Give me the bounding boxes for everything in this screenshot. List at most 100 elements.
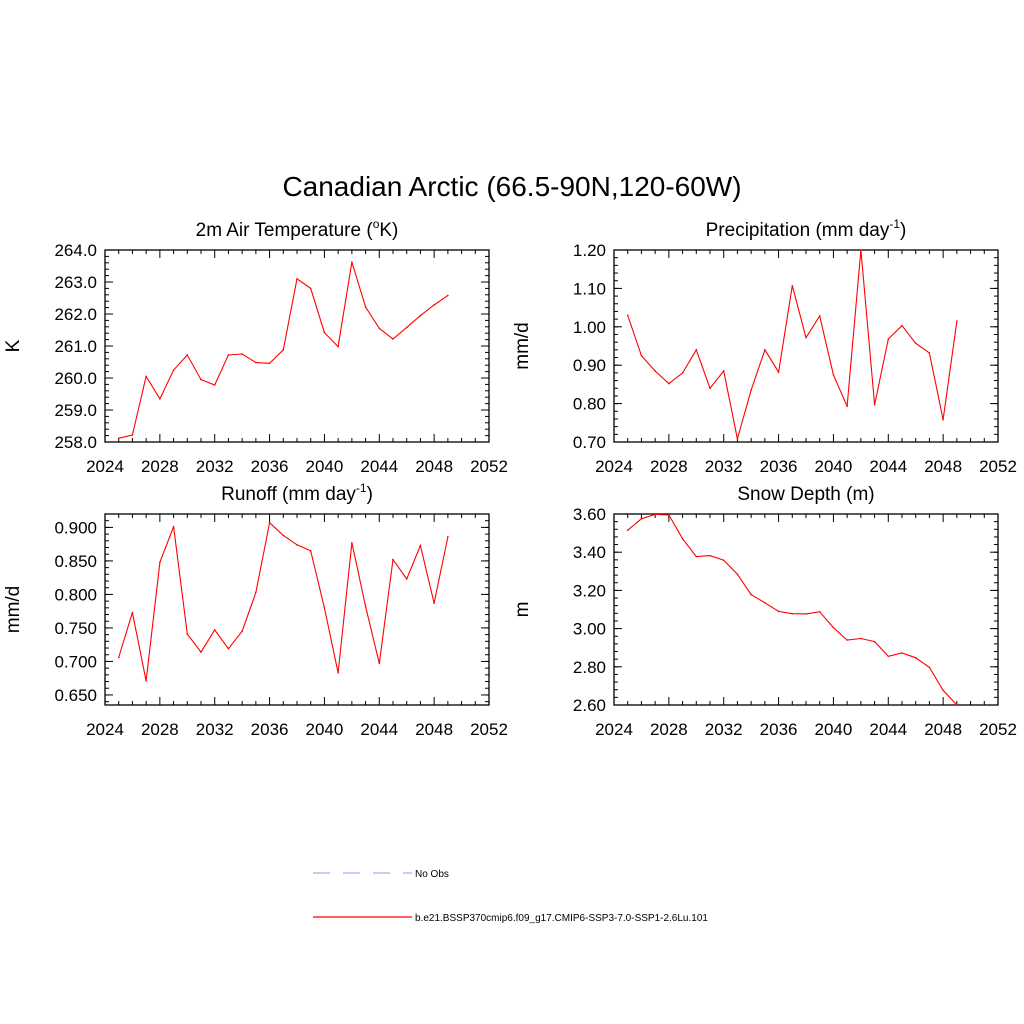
panel-title-suffix: ) — [367, 484, 373, 505]
data-point — [309, 287, 312, 290]
y-tick-label: 3.20 — [573, 581, 606, 600]
x-tick-label: 2032 — [705, 720, 743, 739]
data-point — [419, 314, 422, 317]
y-tick-label: 0.800 — [54, 585, 97, 604]
x-tick-label: 2052 — [470, 457, 508, 476]
data-point — [846, 405, 848, 408]
x-tick-label: 2036 — [251, 457, 289, 476]
figure-title: Canadian Arctic (66.5-90N,120-60W) — [282, 171, 741, 202]
panel-title-text: Runoff (mm day — [221, 484, 356, 505]
y-tick-label: 1.20 — [573, 241, 606, 260]
y-tick-label: 258.0 — [54, 433, 97, 452]
data-point — [213, 384, 216, 386]
data-point — [186, 354, 189, 356]
data-point — [956, 704, 958, 706]
plot-frame — [613, 249, 999, 443]
x-tick-label: 2036 — [760, 457, 798, 476]
x-tick-label: 2032 — [196, 720, 234, 739]
data-point — [626, 529, 629, 532]
data-point — [805, 336, 807, 339]
data-point — [654, 370, 656, 372]
data-point — [640, 354, 643, 357]
x-tick-label: 2048 — [924, 720, 962, 739]
panel-temp: 2m Air Temperature (oK) 2024 2028 2032 2036 2… — [3, 217, 508, 476]
y-tick-label: 263.0 — [54, 273, 97, 292]
data-point — [722, 559, 725, 562]
data-point — [433, 602, 435, 604]
y-tick-label: 0.750 — [54, 619, 97, 638]
data-point — [681, 372, 684, 374]
data-point — [668, 514, 670, 516]
y-axis-label: m — [512, 602, 533, 618]
x-tick-label: 2040 — [815, 457, 853, 476]
data-point — [777, 371, 780, 373]
data-point — [654, 513, 656, 516]
y-tick-label: 0.900 — [54, 518, 97, 537]
panels: 2m Air Temperature (oK)2024 2028 2032 2036 2… — [3, 217, 1017, 739]
panel-title-suffix: K) — [379, 220, 398, 241]
data-point — [832, 626, 835, 629]
data-point — [145, 680, 147, 682]
y-tick-label: 3.40 — [573, 543, 606, 562]
data-point — [172, 369, 175, 371]
data-point — [131, 611, 134, 614]
panel-snow: Snow Depth (m) 2024 2028 2032 2036 2040 2044 20… — [512, 484, 1017, 739]
legend-label: No Obs — [415, 869, 449, 880]
data-point — [351, 542, 353, 544]
data-point — [337, 672, 339, 674]
y-tick-label: 3.60 — [573, 505, 606, 524]
x-tick-label: 2028 — [141, 720, 179, 739]
y-tick-label: 259.0 — [54, 401, 97, 420]
data-point — [268, 521, 271, 524]
data-point — [873, 403, 876, 406]
data-point — [901, 652, 903, 654]
y-tick-label: 261.0 — [54, 337, 97, 356]
data-point — [200, 651, 202, 653]
data-point — [736, 438, 739, 440]
y-axis-label: mm/d — [512, 322, 533, 370]
data-point — [914, 657, 917, 659]
data-point — [200, 378, 202, 381]
x-tick-label: 2040 — [306, 457, 344, 476]
x-tick-label: 2032 — [705, 457, 743, 476]
data-point — [405, 578, 408, 580]
x-tick-label: 2048 — [415, 720, 453, 739]
legend: No Obs b.e21.BSSP370cmip6.f09_g17.CMIP6-S… — [313, 869, 708, 924]
data-point — [419, 544, 422, 547]
y-tick-label: 1.00 — [573, 318, 606, 337]
data-point — [159, 561, 161, 564]
data-point — [928, 666, 931, 669]
data-point — [337, 345, 339, 348]
panel-title-superscript: o — [373, 217, 380, 231]
panel-title: Precipitation (mm day-1) — [706, 217, 907, 241]
x-tick-label: 2036 — [251, 720, 289, 739]
x-tick-label: 2028 — [650, 720, 688, 739]
data-point — [447, 535, 449, 538]
data-point — [282, 349, 285, 351]
data-point — [764, 349, 766, 351]
panel-title-suffix: ) — [900, 220, 906, 241]
data-point — [351, 261, 353, 263]
data-point — [818, 315, 821, 317]
data-point — [117, 437, 120, 439]
y-tick-label: 2.80 — [573, 658, 606, 677]
data-point — [942, 418, 944, 421]
data-point — [255, 361, 257, 364]
x-tick-label: 2044 — [360, 457, 398, 476]
x-tick-label: 2048 — [924, 457, 962, 476]
panel-precip: Precipitation (mm day-1) 2024 2028 2032 2036… — [512, 217, 1017, 476]
y-axis-label: K — [3, 339, 24, 352]
x-tick-label: 2044 — [869, 720, 907, 739]
data-point — [282, 534, 285, 537]
data-point — [131, 434, 134, 436]
panel-title-text: Precipitation (mm day — [706, 220, 890, 241]
data-point — [860, 637, 862, 640]
y-tick-label: 2.60 — [573, 696, 606, 715]
x-tick-label: 2040 — [306, 720, 344, 739]
y-tick-label: 0.80 — [573, 395, 606, 414]
data-point — [241, 630, 243, 633]
data-point — [750, 389, 752, 391]
data-point — [378, 327, 381, 330]
data-point — [791, 284, 794, 287]
series-line — [118, 521, 449, 682]
